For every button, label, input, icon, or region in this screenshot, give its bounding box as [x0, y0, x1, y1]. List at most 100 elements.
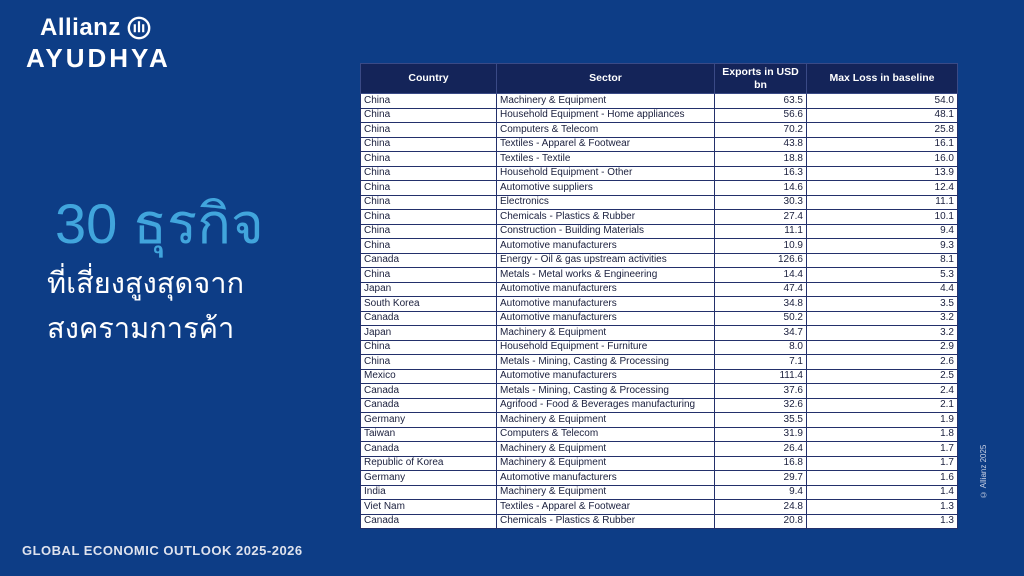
slide-title: 30 ธุรกิจ ที่เสี่ยงสูงสุดจาก สงครามการค้… — [47, 186, 264, 351]
cell-country: Canada — [360, 310, 497, 326]
header-exports: Exports in USD bn — [714, 63, 807, 94]
table-row: Japan Machinery & Equipment 34.7 3.2 — [360, 325, 958, 341]
cell-exports: 34.8 — [714, 296, 807, 312]
table-row: China Chemicals - Plastics & Rubber 27.4 10… — [360, 209, 958, 225]
table-row: China Computers & Telecom 70.2 25.8 — [360, 122, 958, 138]
table-row: Canada Machinery & Equipment 26.4 1.7 — [360, 441, 958, 457]
table-row: China Automotive manufacturers 10.9 9.3 — [360, 238, 958, 254]
table-row: India Machinery & Equipment 9.4 1.4 — [360, 484, 958, 500]
allianz-eagle-circle-icon — [127, 16, 151, 40]
cell-max-loss: 16.0 — [806, 151, 958, 167]
cell-exports: 126.6 — [714, 252, 807, 268]
cell-sector: Automotive manufacturers — [496, 310, 715, 326]
cell-max-loss: 1.7 — [806, 441, 958, 457]
cell-country: Germany — [360, 412, 497, 428]
cell-max-loss: 3.2 — [806, 325, 958, 341]
cell-country: China — [360, 93, 497, 109]
cell-country: China — [360, 165, 497, 181]
cell-max-loss: 2.6 — [806, 354, 958, 370]
cell-country: China — [360, 267, 497, 283]
cell-exports: 43.8 — [714, 136, 807, 152]
cell-sector: Metals - Mining, Casting & Processing — [496, 383, 715, 399]
cell-sector: Automotive manufacturers — [496, 238, 715, 254]
cell-sector: Electronics — [496, 194, 715, 210]
table-row: Japan Automotive manufacturers 47.4 4.4 — [360, 281, 958, 297]
table-row: Taiwan Computers & Telecom 31.9 1.8 — [360, 426, 958, 442]
table-row: Germany Automotive manufacturers 29.7 1.6 — [360, 470, 958, 486]
cell-max-loss: 1.7 — [806, 455, 958, 471]
cell-exports: 27.4 — [714, 209, 807, 225]
cell-sector: Automotive manufacturers — [496, 368, 715, 384]
cell-max-loss: 12.4 — [806, 180, 958, 196]
cell-sector: Machinery & Equipment — [496, 412, 715, 428]
cell-sector: Textiles - Apparel & Footwear — [496, 136, 715, 152]
cell-sector: Agrifood - Food & Beverages manufacturin… — [496, 397, 715, 413]
cell-exports: 16.3 — [714, 165, 807, 181]
cell-sector: Household Equipment - Furniture — [496, 339, 715, 355]
cell-sector: Household Equipment - Home appliances — [496, 107, 715, 123]
cell-sector: Computers & Telecom — [496, 426, 715, 442]
cell-exports: 111.4 — [714, 368, 807, 384]
cell-max-loss: 1.3 — [806, 513, 958, 529]
cell-country: Germany — [360, 470, 497, 486]
cell-country: Canada — [360, 383, 497, 399]
table-row: Viet Nam Textiles - Apparel & Footwear 24.… — [360, 499, 958, 515]
cell-sector: Textiles - Textile — [496, 151, 715, 167]
table-row: Canada Metals - Mining, Casting & Process… — [360, 383, 958, 399]
header-sector: Sector — [496, 63, 715, 94]
cell-max-loss: 3.5 — [806, 296, 958, 312]
cell-sector: Automotive manufacturers — [496, 470, 715, 486]
table-row: China Textiles - Apparel & Footwear 43.8 16… — [360, 136, 958, 152]
cell-sector: Household Equipment - Other — [496, 165, 715, 181]
cell-country: China — [360, 136, 497, 152]
table-row: Canada Automotive manufacturers 50.2 3.2 — [360, 310, 958, 326]
cell-exports: 20.8 — [714, 513, 807, 529]
cell-country: China — [360, 238, 497, 254]
cell-sector: Machinery & Equipment — [496, 325, 715, 341]
cell-country: China — [360, 194, 497, 210]
cell-country: China — [360, 339, 497, 355]
cell-country: Taiwan — [360, 426, 497, 442]
cell-sector: Chemicals - Plastics & Rubber — [496, 513, 715, 529]
cell-exports: 14.4 — [714, 267, 807, 283]
cell-max-loss: 48.1 — [806, 107, 958, 123]
cell-country: India — [360, 484, 497, 500]
table-row: China Metals - Metal works & Engineering 1… — [360, 267, 958, 283]
cell-country: Canada — [360, 397, 497, 413]
cell-country: Canada — [360, 513, 497, 529]
cell-country: South Korea — [360, 296, 497, 312]
cell-max-loss: 9.3 — [806, 238, 958, 254]
cell-max-loss: 1.9 — [806, 412, 958, 428]
table-row: China Household Equipment - Furniture 8.0 2… — [360, 339, 958, 355]
table-row: Canada Chemicals - Plastics & Rubber 20.8 1… — [360, 513, 958, 529]
cell-exports: 26.4 — [714, 441, 807, 457]
cell-exports: 34.7 — [714, 325, 807, 341]
cell-max-loss: 16.1 — [806, 136, 958, 152]
table-row: China Automotive suppliers 14.6 12.4 — [360, 180, 958, 196]
cell-max-loss: 13.9 — [806, 165, 958, 181]
cell-sector: Textiles - Apparel & Footwear — [496, 499, 715, 515]
table-row: China Household Equipment - Other 16.3 13.9 — [360, 165, 958, 181]
footer-title: GLOBAL ECONOMIC OUTLOOK 2025-2026 — [22, 543, 303, 558]
cell-max-loss: 2.9 — [806, 339, 958, 355]
table-row: China Household Equipment - Home applianc… — [360, 107, 958, 123]
cell-max-loss: 1.6 — [806, 470, 958, 486]
table-row: China Metals - Mining, Casting & Processi… — [360, 354, 958, 370]
cell-sector: Computers & Telecom — [496, 122, 715, 138]
title-line-3: สงครามการค้า — [47, 312, 235, 345]
cell-country: China — [360, 180, 497, 196]
cell-sector: Energy - Oil & gas upstream activities — [496, 252, 715, 268]
cell-sector: Machinery & Equipment — [496, 455, 715, 471]
cell-country: China — [360, 209, 497, 225]
cell-exports: 31.9 — [714, 426, 807, 442]
cell-exports: 37.6 — [714, 383, 807, 399]
table-row: South Korea Automotive manufacturers 34.8 3… — [360, 296, 958, 312]
table-row: China Electronics 30.3 11.1 — [360, 194, 958, 210]
table-row: China Textiles - Textile 18.8 16.0 — [360, 151, 958, 167]
cell-max-loss: 1.3 — [806, 499, 958, 515]
cell-max-loss: 10.1 — [806, 209, 958, 225]
cell-country: China — [360, 354, 497, 370]
table-row: China Machinery & Equipment 63.5 54.0 — [360, 93, 958, 109]
cell-max-loss: 54.0 — [806, 93, 958, 109]
